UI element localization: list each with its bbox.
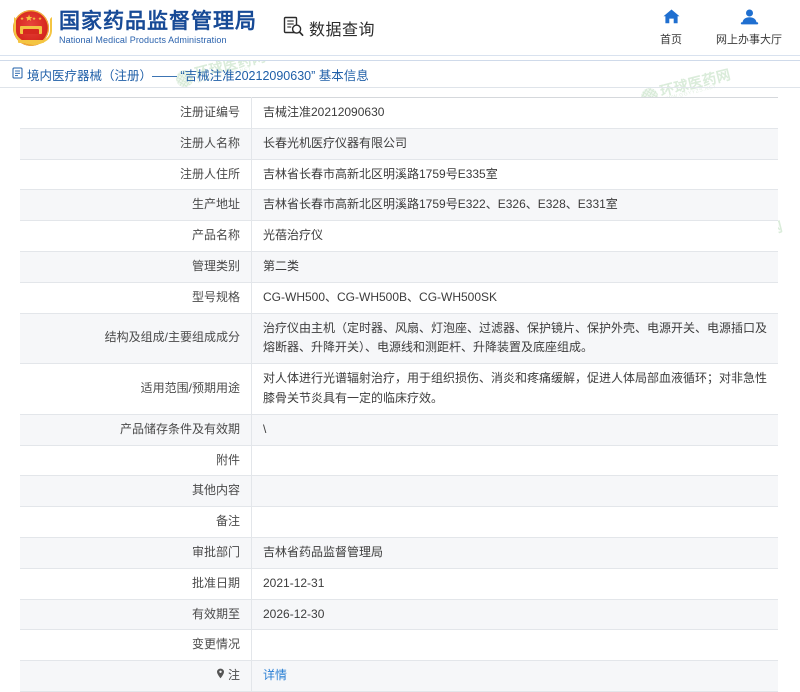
nav-item-home[interactable]: 首页: [660, 8, 682, 47]
row-label: 有效期至: [20, 598, 252, 631]
row-label: 产品名称: [20, 220, 252, 252]
table-row: 其他内容: [20, 475, 778, 508]
table-row: 型号规格 CG-WH500、CG-WH500B、CG-WH500SK: [20, 281, 778, 314]
document-search-icon: [283, 16, 304, 40]
table-row: 有效期至 2026-12-30: [20, 598, 778, 631]
row-value: [251, 506, 778, 538]
national-emblem-icon: ★ ★ ★ ★ ★: [12, 9, 52, 47]
row-label: 结构及组成/主要组成成分: [20, 312, 252, 365]
table-row-note: 注 详情: [20, 660, 778, 692]
table-row: 注册人住所 吉林省长春市高新北区明溪路1759号E335室: [20, 158, 778, 191]
row-label: 管理类别: [20, 250, 252, 283]
table-row: 结构及组成/主要组成成分 治疗仪由主机（定时器、风扇、灯泡座、过滤器、保护镜片、…: [20, 312, 778, 365]
note-label: 注: [227, 668, 240, 683]
site-header: ★ ★ ★ ★ ★ 国家药品监督管理局 National Medical Produc…: [0, 0, 800, 55]
table-row: 注册证编号 吉械注准20212090630: [20, 97, 778, 129]
registration-info-table: 注册证编号 吉械注准20212090630 注册人名称 长春光机医疗仪器有限公司…: [20, 97, 778, 692]
row-label-note: 注: [20, 660, 252, 692]
row-label: 适用范围/预期用途: [20, 363, 252, 415]
table-body: 注册证编号 吉械注准20212090630 注册人名称 长春光机医疗仪器有限公司…: [20, 97, 778, 692]
row-label: 型号规格: [20, 281, 252, 314]
row-value: 长春光机医疗仪器有限公司: [251, 127, 778, 160]
table-row: 注册人名称 长春光机医疗仪器有限公司: [20, 127, 778, 160]
table-row: 审批部门 吉林省药品监督管理局: [20, 536, 778, 569]
row-value: 吉林省长春市高新北区明溪路1759号E322、E326、E328、E331室: [251, 189, 778, 222]
row-value: 治疗仪由主机（定时器、风扇、灯泡座、过滤器、保护镜片、保护外壳、电源开关、电源插…: [251, 312, 778, 365]
detail-link[interactable]: 详情: [263, 668, 288, 683]
brand-block: 国家药品监督管理局 National Medical Products Admi…: [59, 8, 257, 45]
row-label: 注册人住所: [20, 158, 252, 191]
row-value: 吉械注准20212090630: [251, 97, 778, 129]
table-row: 生产地址 吉林省长春市高新北区明溪路1759号E322、E326、E328、E3…: [20, 189, 778, 222]
row-value-note: 详情: [251, 660, 778, 692]
table-row: 变更情况: [20, 629, 778, 662]
home-icon: [662, 8, 681, 28]
header-nav: 首页 网上办事大厅: [660, 8, 782, 47]
row-label: 变更情况: [20, 629, 252, 662]
row-label: 注册人名称: [20, 127, 252, 160]
table-row: 批准日期 2021-12-31: [20, 567, 778, 600]
table-row: 附件: [20, 444, 778, 477]
row-value: 2021-12-31: [251, 567, 778, 600]
row-label: 生产地址: [20, 189, 252, 222]
row-value: \: [251, 413, 778, 446]
data-query-entry[interactable]: 数据查询: [283, 16, 375, 40]
registration-info-panel: 注册证编号 吉械注准20212090630 注册人名称 长春光机医疗仪器有限公司…: [0, 88, 800, 692]
nav-item-home-label: 首页: [660, 34, 682, 46]
table-row: 产品储存条件及有效期 \: [20, 413, 778, 446]
row-value: 2026-12-30: [251, 598, 778, 631]
table-row: 适用范围/预期用途 对人体进行光谱辐射治疗，用于组织损伤、消炎和疼痛缓解，促进人…: [20, 363, 778, 415]
breadcrumb: 境内医疗器械（注册）—— “吉械注准20212090630” 基本信息: [0, 61, 800, 88]
table-row: 管理类别 第二类: [20, 250, 778, 283]
row-label: 注册证编号: [20, 97, 252, 129]
table-row: 备注: [20, 506, 778, 538]
row-value: CG-WH500、CG-WH500B、CG-WH500SK: [251, 281, 778, 314]
row-value: [251, 444, 778, 477]
row-label: 产品储存条件及有效期: [20, 413, 252, 446]
row-value: 对人体进行光谱辐射治疗，用于组织损伤、消炎和疼痛缓解，促进人体局部血液循环；对非…: [251, 363, 778, 415]
table-row: 产品名称 光蓓治疗仪: [20, 220, 778, 252]
row-label: 备注: [20, 506, 252, 538]
row-value: 吉林省长春市高新北区明溪路1759号E335室: [251, 158, 778, 191]
nav-item-online-service-hall[interactable]: 网上办事大厅: [716, 8, 782, 47]
nav-item-online-service-hall-label: 网上办事大厅: [716, 34, 782, 46]
row-label: 批准日期: [20, 567, 252, 600]
data-query-label: 数据查询: [309, 21, 376, 39]
row-label: 附件: [20, 444, 252, 477]
org-name-en: National Medical Products Administration: [59, 34, 227, 45]
row-value: [251, 629, 778, 662]
pin-icon: [216, 666, 225, 686]
document-icon: [12, 67, 23, 82]
breadcrumb-text: 境内医疗器械（注册）—— “吉械注准20212090630” 基本信息: [27, 68, 369, 83]
row-label: 审批部门: [20, 536, 252, 569]
row-value: 第二类: [251, 250, 778, 283]
header-divider: [0, 55, 800, 61]
row-value: [251, 475, 778, 508]
row-label: 其他内容: [20, 475, 252, 508]
user-service-icon: [740, 8, 759, 28]
row-value: 吉林省药品监督管理局: [251, 536, 778, 569]
row-value: 光蓓治疗仪: [251, 220, 778, 252]
org-name-cn: 国家药品监督管理局: [59, 8, 257, 33]
